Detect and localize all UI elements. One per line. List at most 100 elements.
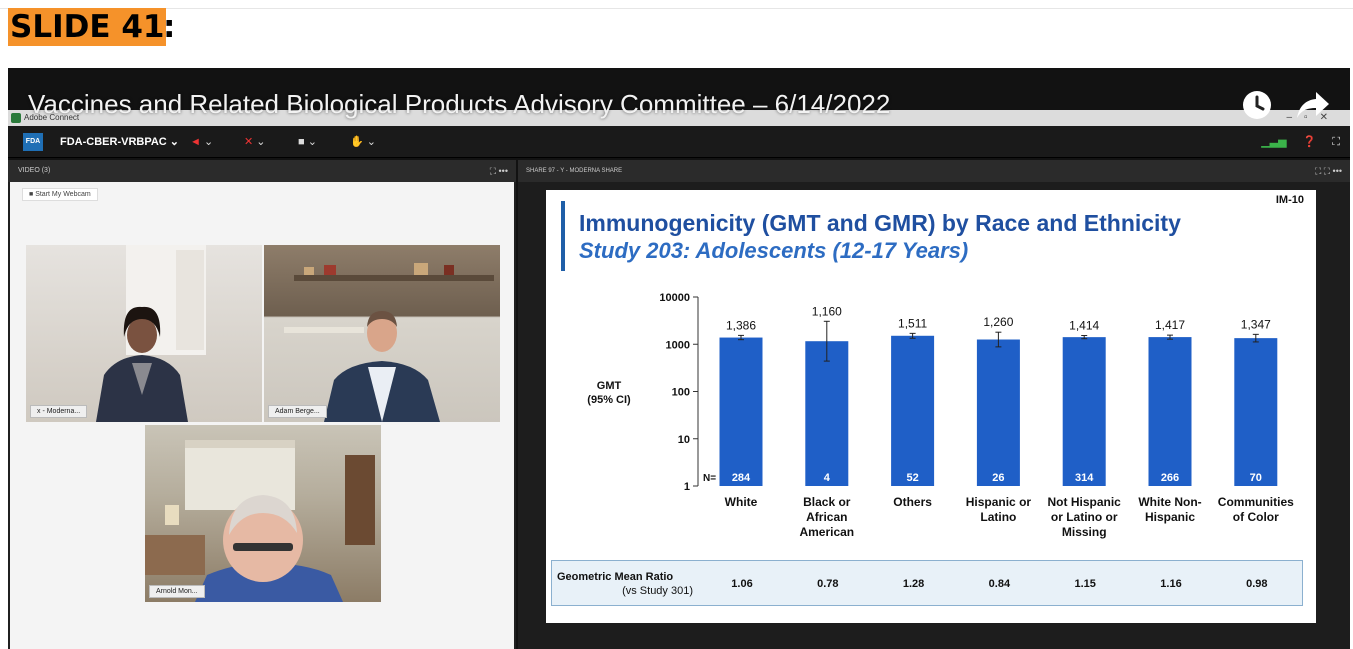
bar — [1148, 337, 1192, 486]
camera-icon: ■ — [298, 136, 305, 148]
x-category-label: Hispanic — [1145, 510, 1195, 524]
video-pod-header: VIDEO (3) ⛶ ••• — [8, 160, 516, 182]
n-count-label: 70 — [1250, 472, 1262, 484]
data-label: 1,417 — [1155, 318, 1185, 332]
gmr-value: 1.16 — [1160, 578, 1182, 590]
fullscreen-icon[interactable]: ⛶ — [1332, 136, 1340, 148]
participant-name-tag: Arnold Mon... — [149, 585, 205, 598]
app-titlebar: Adobe Connect –▫✕ — [8, 110, 1350, 126]
clock-icon[interactable] — [1240, 88, 1274, 122]
data-label: 1,511 — [898, 316, 927, 330]
connection-signal-icon[interactable]: ▁▃▅ — [1261, 136, 1287, 148]
video-pod: VIDEO (3) ⛶ ••• ■ Start My Webcam x - Mo… — [8, 160, 516, 649]
video-overlay-actions — [1240, 88, 1330, 122]
n-count-label: 314 — [1075, 472, 1094, 484]
gmr-row: Geometric Mean Ratio (vs Study 301) 1.06… — [551, 560, 1303, 606]
bar — [976, 339, 1020, 486]
x-category-label: of Color — [1233, 510, 1279, 524]
data-label: 1,386 — [726, 318, 756, 332]
bar — [719, 337, 763, 486]
y-axis-label: GMT (95% CI) — [584, 379, 634, 407]
n-prefix-label: N= — [703, 473, 716, 484]
x-category-label: Hispanic or — [966, 495, 1032, 509]
video-pod-body: ■ Start My Webcam x - Moderna... — [10, 182, 514, 649]
bar — [891, 335, 935, 486]
x-category-label: Black or — [803, 495, 851, 509]
video-title[interactable]: Vaccines and Related Biological Products… — [28, 89, 891, 119]
gmr-label-line1: Geometric Mean Ratio — [557, 571, 674, 583]
gmr-value: 0.98 — [1246, 578, 1268, 590]
title-accent-bar — [561, 201, 565, 271]
video-player[interactable]: Vaccines and Related Biological Products… — [8, 68, 1350, 649]
start-webcam-label: Start My Webcam — [35, 191, 91, 198]
fda-logo: FDA — [23, 133, 43, 151]
x-category-label: White Non- — [1138, 495, 1201, 509]
participant-silhouette — [145, 440, 375, 602]
participant-silhouette — [284, 263, 494, 422]
participant-silhouette — [96, 245, 206, 422]
microphone-muted-icon: ✕ — [244, 136, 254, 148]
pod-options-icon[interactable]: ⛶ ⛶ ••• — [1314, 166, 1342, 176]
speaker-muted-icon: ◄ — [190, 136, 201, 148]
hand-icon: ✋ — [350, 136, 364, 148]
divider — [0, 8, 1353, 9]
data-label: 1,414 — [1069, 319, 1099, 333]
gmr-value: 1.28 — [902, 578, 925, 590]
gmr-label: Geometric Mean Ratio (vs Study 301) — [557, 570, 693, 598]
gmr-value: 1.15 — [1074, 578, 1096, 590]
y-tick-label: 10 — [678, 434, 690, 446]
video-pod-title: VIDEO (3) — [18, 167, 51, 174]
y-axis-label-line2: (95% CI) — [587, 394, 631, 406]
gmr-label-line2: (vs Study 301) — [622, 585, 693, 597]
y-tick-label: 1000 — [666, 339, 690, 351]
slide-title: Immunogenicity (GMT and GMR) by Race and… — [579, 210, 1181, 236]
y-tick-label: 1 — [684, 481, 690, 493]
presentation-slide: IM-10 Immunogenicity (GMT and GMR) by Ra… — [546, 190, 1316, 623]
bar — [1234, 338, 1278, 486]
n-count-label: 4 — [824, 472, 831, 484]
slide-label: SLIDE 41 — [8, 8, 167, 46]
bar — [1062, 337, 1106, 486]
participant-video-tile[interactable]: Arnold Mon... — [145, 425, 381, 602]
slide-header: SLIDE 41 : — [0, 0, 1353, 60]
y-tick-label: 10000 — [659, 292, 690, 304]
participant-name-tag: x - Moderna... — [30, 405, 88, 418]
y-tick-label: 100 — [672, 387, 690, 399]
share-icon[interactable] — [1296, 88, 1330, 122]
room-name: FDA-CBER-VRBPAC — [60, 136, 167, 148]
help-icon[interactable]: ❓ — [1302, 136, 1317, 148]
toolbar-right: ▁▃▅ ❓ ⛶ — [1261, 126, 1340, 158]
start-webcam-button[interactable]: ■ Start My Webcam — [22, 188, 98, 201]
gmt-bar-chart: 1 10 100 1000 10000 N= 1,386 284 White 1,160 4 Blac… — [659, 292, 1294, 539]
x-category-label: Not Hispanic — [1048, 495, 1122, 509]
room-name-menu[interactable]: FDA-CBER-VRBPAC ⌄ — [60, 136, 180, 148]
y-axis-label-line1: GMT — [596, 380, 622, 392]
participant-video-tile[interactable]: Adam Berge... — [264, 245, 500, 422]
slide-label-colon: : — [163, 9, 176, 45]
x-category-label: Latino — [980, 510, 1016, 524]
speaker-mute-button[interactable]: ◄ ⌄ — [190, 136, 214, 148]
data-label: 1,160 — [812, 304, 842, 318]
x-category-label: Others — [893, 495, 932, 509]
participant-name-tag: Adam Berge... — [268, 405, 327, 418]
participant-video-tile[interactable]: x - Moderna... — [26, 245, 262, 422]
slide-code: IM-10 — [1275, 194, 1304, 206]
meeting-toolbar: FDA FDA-CBER-VRBPAC ⌄ ◄ ⌄ ✕ ⌄ ■ ⌄ ✋ ⌄ ▁▃… — [8, 126, 1350, 158]
n-count-label: 52 — [906, 472, 918, 484]
data-label: 1,260 — [983, 315, 1013, 329]
n-count-label: 266 — [1161, 472, 1179, 484]
slide-subtitle: Study 203: Adolescents (12-17 Years) — [579, 238, 969, 263]
camera-button[interactable]: ■ ⌄ — [298, 136, 317, 148]
share-pod: SHARE 97 - Y - MODERNA SHARE ⛶ ⛶ ••• IM-… — [518, 160, 1350, 649]
gmr-value: 1.06 — [731, 578, 753, 590]
gmr-value: 0.78 — [817, 578, 839, 590]
microphone-button[interactable]: ✕ ⌄ — [244, 136, 266, 148]
adobe-connect-logo-icon — [11, 113, 21, 123]
share-pod-title: SHARE 97 - Y - MODERNA SHARE — [526, 168, 623, 174]
window-controls[interactable]: –▫✕ — [1286, 112, 1340, 123]
pod-options-icon[interactable]: ⛶ ••• — [489, 166, 508, 176]
raise-hand-button[interactable]: ✋ ⌄ — [350, 136, 376, 148]
app-title: Adobe Connect — [24, 113, 80, 122]
n-count-label: 26 — [992, 472, 1004, 484]
data-label: 1,347 — [1241, 317, 1271, 331]
